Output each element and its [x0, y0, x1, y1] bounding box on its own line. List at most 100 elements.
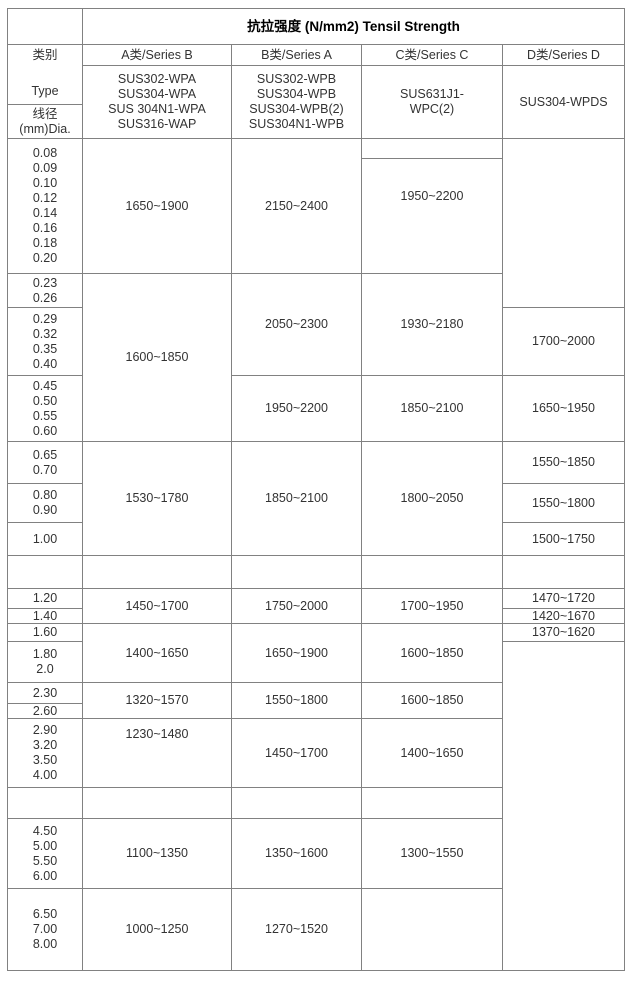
strength-cell: 1100~1350 — [83, 819, 231, 888]
dia-group: 2.90 3.20 3.50 4.00 — [8, 719, 82, 787]
dia-group-text: 0.60 — [32, 423, 58, 438]
strength-cell-text: 1700~2000 — [532, 334, 595, 348]
strength-cell: 1850~2100 — [232, 442, 361, 555]
dia-group-text: 1.40 — [32, 609, 58, 623]
dia-header-text: (mm)Dia. — [19, 121, 71, 136]
strength-cell-text: 1550~1800 — [265, 693, 328, 707]
series-list-b: SUS302-WPB SUS304-WPB SUS304-WPB(2) SUS304N… — [232, 66, 361, 138]
strength-cell-text: 2050~2300 — [265, 317, 328, 331]
col-header-series-d: D类/Series D — [503, 45, 624, 65]
dia-group-text: 0.08 — [32, 146, 58, 160]
strength-cell: 1370~1620 — [503, 624, 624, 641]
dia-group-text: 2.30 — [32, 685, 58, 700]
dia-group: 0.29 0.32 0.35 0.40 — [8, 308, 82, 375]
strength-cell: 1000~1250 — [83, 889, 231, 970]
strength-cell: 1550~1850 — [503, 442, 624, 483]
strength-cell-text: 1350~1600 — [265, 846, 328, 860]
strength-cell-text: 1400~1650 — [125, 645, 189, 660]
dia-group-text: 0.12 — [32, 191, 58, 205]
dia-group: 1.60 — [8, 624, 82, 641]
series-list-c-text: WPC(2) — [409, 102, 455, 116]
col-header-series-c-text: C类/Series C — [395, 47, 469, 62]
strength-cell: 2150~2400 — [232, 139, 361, 273]
strength-cell: 1650~1950 — [503, 376, 624, 441]
dia-group: 0.80 0.90 — [8, 484, 82, 522]
strength-cell: 1600~1850 — [83, 274, 231, 441]
strength-cell-text: 1650~1950 — [532, 401, 595, 415]
strength-cell-text: 1530~1780 — [125, 491, 189, 505]
dia-group-text: 0.20 — [32, 251, 58, 265]
strength-cell: 1700~2000 — [503, 308, 624, 375]
strength-cell-text: 1600~1850 — [125, 350, 189, 364]
series-list-d-text: SUS304-WPDS — [519, 94, 608, 109]
col-header-series-b: B类/Series A — [232, 45, 361, 65]
dia-group-text: 7.00 — [32, 922, 58, 936]
series-list-b-text: SUS304-WPB(2) — [249, 102, 344, 116]
spacer-cell — [232, 788, 361, 818]
dia-group-text: 3.20 — [32, 738, 58, 752]
strength-cell: 1950~2200 — [232, 376, 361, 441]
dia-group-text: 0.50 — [32, 393, 58, 408]
dia-group: 1.20 — [8, 589, 82, 608]
strength-cell-text: 1550~1800 — [532, 495, 595, 510]
strength-cell: 1750~2000 — [232, 589, 361, 623]
col-header-series-c: C类/Series C — [362, 45, 502, 65]
spacer-cell — [362, 556, 502, 588]
empty-cell — [503, 642, 624, 970]
dia-group-text: 0.65 — [32, 447, 58, 462]
table-title-text: 抗拉强度 (N/mm2) Tensil Strength — [247, 18, 460, 34]
dia-group-text: 6.00 — [32, 868, 58, 883]
strength-cell-text: 1650~1900 — [265, 645, 328, 660]
empty-cell — [503, 139, 624, 307]
strength-cell: 1650~1900 — [232, 624, 361, 682]
series-list-a-text: SUS316-WAP — [117, 117, 197, 131]
dia-header: 线径 (mm)Dia. — [8, 105, 82, 138]
series-list-a-text: SUS 304N1-WPA — [108, 102, 206, 116]
dia-group: 1.80 2.0 — [8, 642, 82, 682]
strength-cell: 1470~1720 — [503, 589, 624, 608]
strength-cell-text: 1850~2100 — [400, 401, 464, 415]
dia-group-text: 2.90 — [32, 723, 58, 737]
strength-cell: 1320~1570 — [83, 683, 231, 718]
spacer-cell — [503, 556, 624, 588]
dia-group-text: 6.50 — [32, 907, 58, 921]
dia-header-text: 线径 — [32, 106, 58, 121]
corner-cell — [8, 9, 82, 44]
strength-cell-text: 1450~1700 — [125, 598, 189, 613]
dia-group-text: 1.20 — [32, 591, 58, 605]
category-type-header-text: Type — [31, 84, 59, 98]
strength-cell: 1400~1650 — [83, 624, 231, 682]
dia-group: 1.40 — [8, 609, 82, 623]
dia-group-text: 1.60 — [32, 625, 58, 639]
strength-cell: 1350~1600 — [232, 819, 361, 888]
spacer-cell — [8, 788, 82, 818]
spacer-cell — [362, 788, 502, 818]
strength-cell: 1600~1850 — [362, 683, 502, 718]
dia-group-text: 2.60 — [32, 704, 58, 718]
series-list-b-text: SUS304-WPB — [256, 87, 337, 101]
strength-cell-text: 1600~1850 — [400, 645, 464, 660]
dia-group-text: 0.90 — [32, 503, 58, 517]
dia-group-text: 0.40 — [32, 356, 58, 371]
strength-cell: 1650~1900 — [83, 139, 231, 273]
strength-cell: 1600~1850 — [362, 624, 502, 682]
dia-group-text: 0.32 — [32, 326, 58, 341]
dia-group-text: 0.16 — [32, 221, 58, 235]
dia-group-text: 1.00 — [32, 531, 58, 546]
dia-group-text: 0.10 — [32, 176, 58, 190]
strength-cell-text: 1300~1550 — [400, 846, 464, 860]
strength-cell-text: 2150~2400 — [265, 198, 328, 213]
table-title: 抗拉强度 (N/mm2) Tensil Strength — [83, 9, 624, 44]
strength-cell: 1450~1700 — [232, 719, 361, 787]
empty-cell — [362, 889, 502, 970]
dia-group-text: 1.80 — [32, 647, 58, 661]
series-list-c: SUS631J1- WPC(2) — [362, 66, 502, 138]
strength-cell-text: 1400~1650 — [400, 745, 464, 760]
strength-cell-text: 1420~1670 — [532, 609, 595, 623]
dia-group-text: 0.70 — [32, 462, 58, 477]
dia-group: 6.50 7.00 8.00 — [8, 889, 82, 970]
series-list-d: SUS304-WPDS — [503, 66, 624, 138]
strength-cell-text: 1800~2050 — [400, 491, 464, 505]
strength-cell: 1450~1700 — [83, 589, 231, 623]
strength-cell: 1850~2100 — [362, 376, 502, 441]
